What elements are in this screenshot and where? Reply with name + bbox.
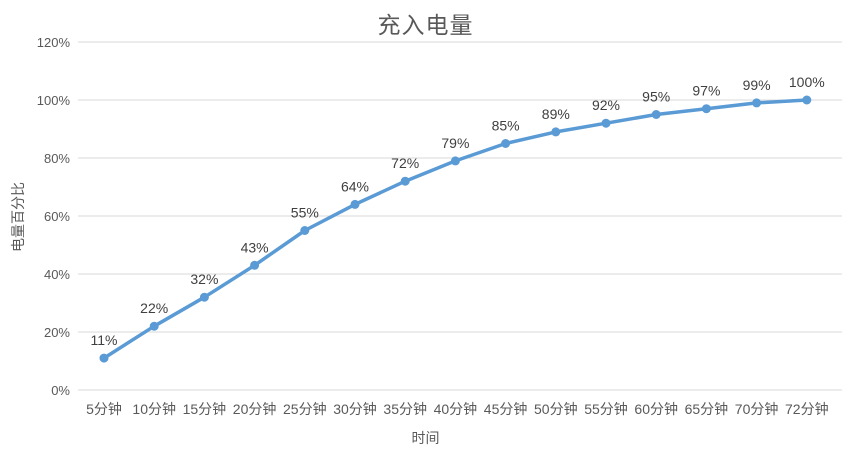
y-tick-label: 120% — [37, 35, 71, 50]
x-tick-label: 60分钟 — [634, 401, 678, 417]
data-label: 43% — [241, 239, 269, 255]
x-tick-label: 45分钟 — [484, 401, 528, 417]
y-tick-label: 0% — [51, 383, 70, 398]
data-point-marker — [802, 95, 812, 105]
data-point-marker — [250, 260, 260, 270]
y-tick-label: 60% — [44, 209, 70, 224]
data-label: 32% — [190, 271, 218, 287]
data-label: 95% — [642, 89, 670, 105]
data-label: 100% — [789, 74, 825, 90]
x-tick-label: 55分钟 — [584, 401, 628, 417]
data-point-marker — [149, 321, 159, 331]
data-point-marker — [199, 292, 209, 302]
y-tick-label: 20% — [44, 325, 70, 340]
data-label: 92% — [592, 97, 620, 113]
x-tick-label: 65分钟 — [685, 401, 729, 417]
data-point-marker — [501, 139, 511, 148]
x-tick-label: 72分钟 — [785, 401, 829, 417]
x-tick-label: 70分钟 — [735, 401, 779, 417]
data-label: 79% — [441, 135, 469, 151]
data-label: 89% — [542, 106, 570, 122]
data-label: 64% — [341, 178, 369, 194]
data-label: 22% — [140, 300, 168, 316]
data-label: 99% — [743, 77, 771, 93]
x-tick-label: 30分钟 — [333, 401, 377, 417]
data-label: 97% — [692, 83, 720, 99]
data-label: 85% — [492, 118, 520, 134]
data-point-marker — [601, 118, 611, 128]
x-tick-label: 35分钟 — [383, 401, 427, 417]
x-tick-label: 50分钟 — [534, 401, 578, 417]
data-point-marker — [350, 199, 360, 209]
data-point-marker — [752, 98, 762, 108]
data-label: 55% — [291, 205, 319, 221]
chart-title: 充入电量 — [377, 12, 474, 38]
data-point-marker — [551, 127, 561, 137]
data-label: 11% — [91, 332, 118, 348]
x-tick-label: 15分钟 — [183, 401, 227, 417]
data-label: 72% — [391, 155, 419, 171]
y-tick-label: 80% — [44, 151, 70, 166]
y-tick-label: 100% — [37, 93, 71, 108]
data-point-marker — [300, 226, 310, 235]
x-tick-label: 20分钟 — [233, 401, 277, 417]
data-point-marker — [651, 110, 661, 119]
x-tick-label: 25分钟 — [283, 401, 327, 417]
data-point-marker — [450, 156, 460, 166]
data-point-marker — [400, 176, 410, 186]
x-tick-label: 40分钟 — [434, 401, 478, 417]
x-axis-title: 时间 — [411, 430, 440, 446]
x-tick-label: 5分钟 — [86, 401, 122, 417]
y-tick-label: 40% — [44, 267, 70, 282]
data-point-marker — [701, 104, 711, 114]
data-point-marker — [99, 353, 109, 363]
x-tick-label: 10分钟 — [132, 401, 176, 417]
